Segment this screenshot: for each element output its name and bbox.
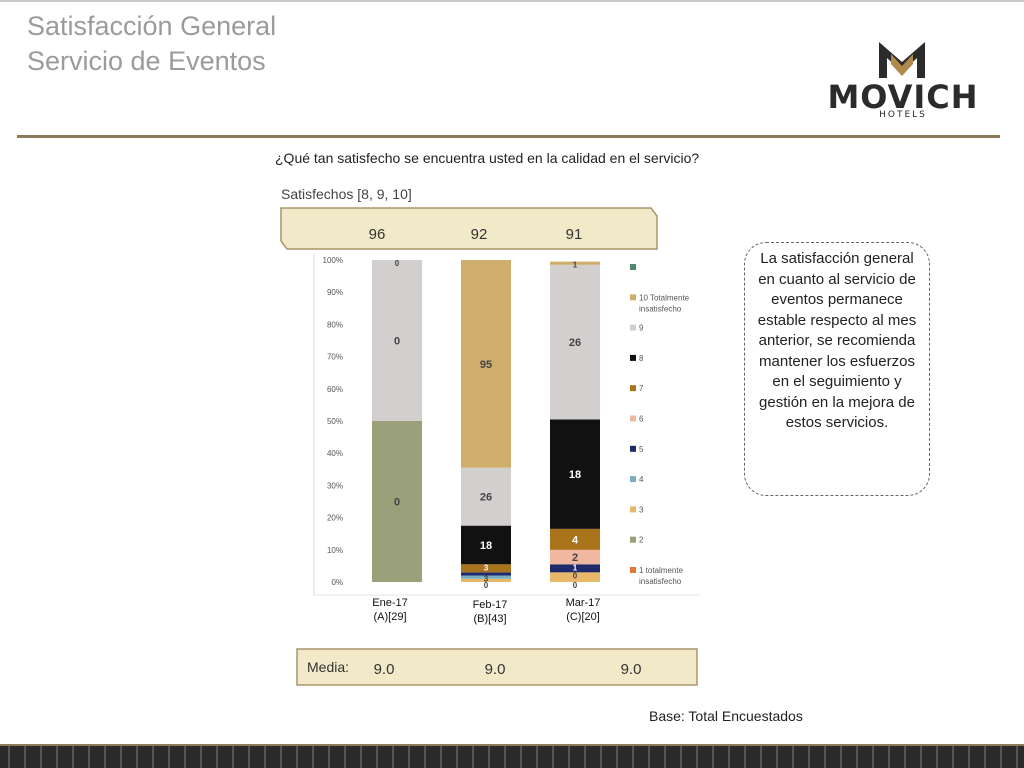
data-label: 2 [572,552,578,564]
y-tick-label: 70% [327,353,343,362]
y-tick-label: 30% [327,481,343,490]
bar-segment [461,572,511,576]
legend-swatch [630,264,636,270]
legend-label: 6 [639,415,644,424]
data-label: 26 [480,492,492,504]
legend-swatch [630,567,636,573]
base-note: Base: Total Encuestados [649,708,803,724]
bar-segment [550,572,600,582]
y-tick-label: 60% [327,385,343,394]
legend-swatch [630,476,636,483]
legend-label: 7 [639,384,644,393]
legend-swatch [630,506,636,513]
y-tick-label: 40% [327,449,343,458]
page-title-line1: Satisfacción General [27,11,277,41]
legend-swatch [630,536,636,543]
bar-segment [550,419,600,529]
bar-segment [461,578,511,582]
logo-text: MOVICH [827,78,979,116]
y-tick-label: 20% [327,514,343,523]
legend-label: 10 Totalmente [639,293,690,302]
data-label: 3 [484,575,489,584]
legend-swatch [630,294,636,301]
y-tick-label: 100% [323,256,343,265]
logo-subtext: HOTELS [879,110,927,120]
category-label-ene-date: Ene-17 [372,597,408,609]
bar-segment [550,264,600,420]
data-label: 0 [484,581,489,590]
page-title-line2: Servicio de Eventos [27,46,266,76]
category-label-ene-base: (A)[29] [373,611,407,623]
legend-label: 3 [639,505,644,514]
satisfied-value-ene: 96 [368,226,386,243]
y-tick-label: 50% [327,417,343,426]
legend-swatch [630,415,636,422]
bar-segment [461,467,511,526]
data-label: 18 [569,469,581,481]
data-label: 0 [394,497,400,509]
bar-segment [461,564,511,573]
y-tick-label: 90% [327,288,343,297]
data-label: 3 [484,563,489,572]
bar-segment [461,575,511,579]
category-label-feb-base: (B)[43] [473,613,507,625]
data-label: 18 [480,540,492,552]
category-label-feb: Feb-17 (B)[43] [455,598,525,626]
data-label: 0 [573,581,578,590]
media-value-mar: 9.0 [620,661,642,678]
legend-label: insatisfecho [639,577,682,586]
bar-segment [461,525,511,565]
category-label-ene: Ene-17 (A)[29] [355,596,425,624]
legend-label: 1 totalmente [639,566,684,575]
legend-label: 8 [639,354,644,363]
satisfied-value-mar: 91 [565,226,583,243]
bar-segment [372,260,422,421]
header-divider [17,135,1000,138]
category-label-mar-base: (C)[20] [566,611,600,623]
media-box [296,648,698,686]
category-label-mar-date: Mar-17 [565,597,601,609]
satisfied-box [280,207,658,250]
top-border [0,0,1024,2]
legend-swatch [630,385,636,392]
category-label-feb-date: Feb-17 [472,599,508,611]
satisfied-value-feb: 92 [470,226,488,243]
data-label: 4 [572,534,579,546]
data-label: 95 [480,359,492,371]
bar-segment [550,528,600,550]
footer-pattern [0,746,1024,768]
media-value-feb: 9.0 [484,661,506,678]
satisfied-label: Satisfechos [8, 9, 10] [281,186,412,202]
bar-segment [550,549,600,565]
legend-label: 5 [639,445,644,454]
data-label: 1 [573,563,578,572]
survey-question: ¿Qué tan satisfecho se encuentra usted e… [275,150,700,166]
movich-logo-icon [879,42,925,78]
legend-label: 2 [639,536,644,545]
legend-swatch [630,445,636,452]
bar-segment [550,564,600,573]
data-label: 0 [573,571,578,580]
data-label: 0 [395,259,400,268]
category-label-mar: Mar-17 (C)[20] [548,596,618,624]
media-label: Media: [307,659,350,675]
y-tick-label: 80% [327,320,343,329]
legend-label: 4 [639,475,644,484]
data-label: 0 [394,336,400,348]
legend-label: 9 [639,324,644,333]
y-tick-label: 10% [327,546,343,555]
footer-line [0,744,1024,747]
legend-swatch [630,354,636,361]
commentary-box: La satisfacción general en cuanto al ser… [744,242,930,496]
bar-segment [461,260,511,468]
media-value-ene: 9.0 [373,661,395,678]
data-label: 26 [569,337,581,349]
data-label: 1 [573,261,578,270]
bar-segment [372,421,422,582]
legend-label: insatisfecho [639,304,682,313]
bar-segment [550,261,600,265]
y-tick-label: 0% [331,578,343,587]
legend-swatch [630,324,636,331]
